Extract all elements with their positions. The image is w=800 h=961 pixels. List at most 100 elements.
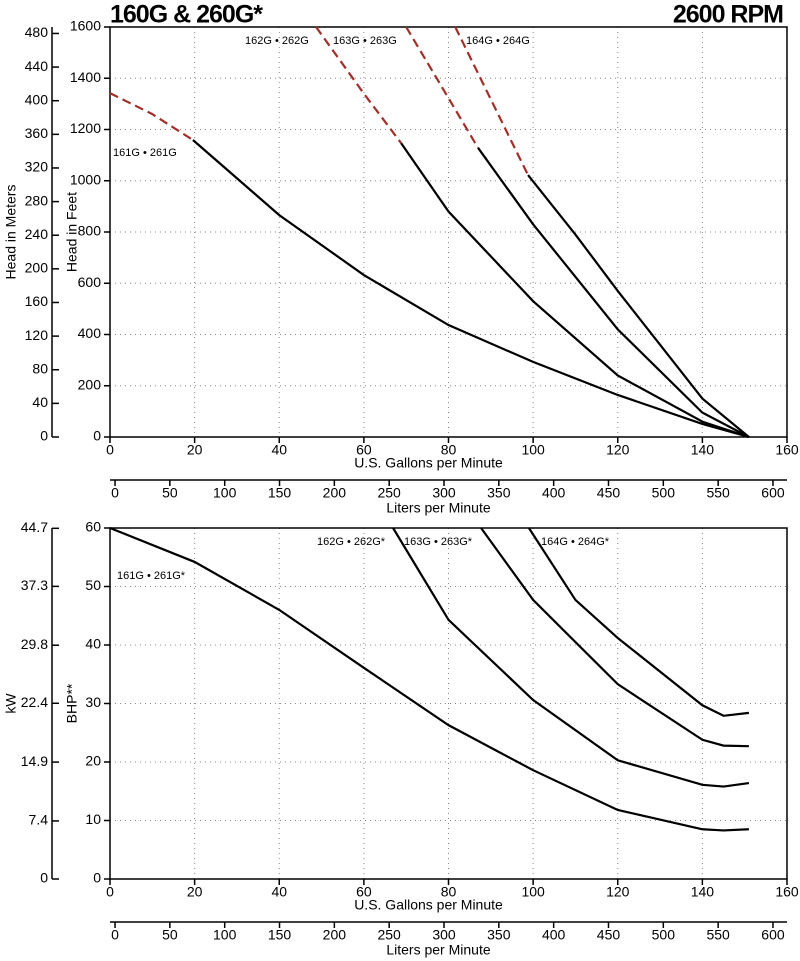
x2-tick-label: 150 xyxy=(268,927,292,943)
dashed-curve xyxy=(405,26,480,149)
y-tick-label: 1000 xyxy=(70,171,101,187)
y2-tick-label: 29.8 xyxy=(21,636,48,652)
x2-tick-label: 600 xyxy=(761,485,785,501)
y-tick-label: 40 xyxy=(85,636,101,652)
y2-tick-label: 40 xyxy=(32,394,48,410)
chart-title: 160G & 260G* xyxy=(110,1,263,29)
x2-tick-label: 550 xyxy=(706,485,730,501)
x2-tick-label: 0 xyxy=(111,485,119,501)
x-tick-label: 60 xyxy=(356,884,372,900)
y2-tick-label: 320 xyxy=(25,159,49,175)
y-tick-label: 20 xyxy=(85,753,101,769)
x-tick-label: 80 xyxy=(441,442,457,458)
x2-axis-label: Liters per Minute xyxy=(386,942,490,958)
curve-label: 164G • 264G xyxy=(466,35,530,47)
y2-tick-label: 44.7 xyxy=(21,519,48,535)
x2-tick-label: 250 xyxy=(377,927,401,943)
curve-label: 162G • 262G xyxy=(245,35,309,47)
y-tick-label: 10 xyxy=(85,811,101,827)
x-tick-label: 140 xyxy=(691,884,715,900)
y-axis-label: Head in Feet xyxy=(64,192,80,272)
curve xyxy=(192,139,750,439)
y-tick-label: 1200 xyxy=(70,120,101,136)
y-axis-label: BHP** xyxy=(64,683,80,723)
x2-axis-label: Liters per Minute xyxy=(386,500,490,516)
x-tick-label: 60 xyxy=(356,442,372,458)
y-tick-label: 60 xyxy=(85,519,101,535)
y2-tick-label: 14.9 xyxy=(21,753,48,769)
y-tick-label: 400 xyxy=(78,325,102,341)
x-tick-label: 0 xyxy=(106,442,114,458)
y2-tick-label: 240 xyxy=(25,226,49,242)
y2-tick-label: 7.4 xyxy=(29,812,49,828)
x-tick-label: 140 xyxy=(691,442,715,458)
x2-tick-label: 350 xyxy=(487,485,511,501)
x2-tick-label: 600 xyxy=(761,927,785,943)
y2-tick-label: 480 xyxy=(25,24,49,40)
x2-tick-label: 50 xyxy=(162,485,178,501)
y2-tick-label: 360 xyxy=(25,125,49,141)
y2-tick-label: 80 xyxy=(32,360,48,376)
x-tick-label: 40 xyxy=(271,442,287,458)
curve-label: 163G • 263G xyxy=(333,35,397,47)
curve-label: 161G • 261G xyxy=(113,147,177,159)
curve xyxy=(480,527,749,748)
x-axis-label: U.S. Gallons per Minute xyxy=(354,455,503,471)
curve xyxy=(527,527,750,717)
y2-axis-label: Head in Meters xyxy=(3,185,19,280)
x2-tick-label: 350 xyxy=(487,927,511,943)
y2-tick-label: 120 xyxy=(25,327,49,343)
y-tick-label: 30 xyxy=(85,694,101,710)
y-tick-label: 800 xyxy=(78,223,102,239)
y-tick-label: 0 xyxy=(93,870,101,886)
y-tick-label: 50 xyxy=(85,577,101,593)
curve xyxy=(527,174,750,438)
x2-tick-label: 550 xyxy=(706,927,730,943)
chart-subtitle: 2600 RPM xyxy=(673,1,783,29)
y2-tick-label: 400 xyxy=(25,91,49,107)
x2-tick-label: 450 xyxy=(597,485,621,501)
x2-tick-label: 400 xyxy=(542,927,566,943)
curve xyxy=(400,142,750,439)
x-tick-label: 20 xyxy=(187,884,203,900)
x-tick-label: 80 xyxy=(441,884,457,900)
dashed-curve xyxy=(109,92,194,141)
x2-tick-label: 500 xyxy=(652,927,676,943)
x2-tick-label: 100 xyxy=(213,485,237,501)
curve-label: 161G • 261G* xyxy=(117,570,186,582)
x-tick-label: 20 xyxy=(187,442,203,458)
x-tick-label: 100 xyxy=(521,442,545,458)
curve-label: 162G • 262G* xyxy=(317,536,386,548)
x2-tick-label: 50 xyxy=(162,927,178,943)
y2-tick-label: 0 xyxy=(40,870,48,886)
x2-tick-label: 150 xyxy=(268,485,292,501)
x-tick-label: 120 xyxy=(606,442,630,458)
x2-tick-label: 450 xyxy=(597,927,621,943)
y2-tick-label: 0 xyxy=(40,428,48,444)
y2-tick-label: 280 xyxy=(25,192,49,208)
y-tick-label: 0 xyxy=(93,428,101,444)
y2-tick-label: 22.4 xyxy=(21,694,48,710)
y2-tick-label: 200 xyxy=(25,260,49,276)
curve xyxy=(392,527,750,788)
y2-tick-label: 160 xyxy=(25,293,49,309)
x-tick-label: 0 xyxy=(106,884,114,900)
curve xyxy=(477,147,750,438)
curve xyxy=(109,526,749,832)
y-tick-label: 200 xyxy=(78,376,102,392)
x2-tick-label: 200 xyxy=(323,485,347,501)
plot-frame xyxy=(109,527,788,880)
y-tick-label: 600 xyxy=(78,274,102,290)
y-tick-label: 1400 xyxy=(70,69,101,85)
curve-label: 163G • 263G* xyxy=(404,536,473,548)
x2-tick-label: 100 xyxy=(213,927,237,943)
x-tick-label: 160 xyxy=(775,884,799,900)
plot-frame xyxy=(109,26,788,438)
x-tick-label: 160 xyxy=(775,442,799,458)
y2-tick-label: 440 xyxy=(25,58,49,74)
x2-tick-label: 500 xyxy=(652,485,676,501)
x-tick-label: 120 xyxy=(606,884,630,900)
x-tick-label: 40 xyxy=(271,884,287,900)
x-tick-label: 100 xyxy=(521,884,545,900)
